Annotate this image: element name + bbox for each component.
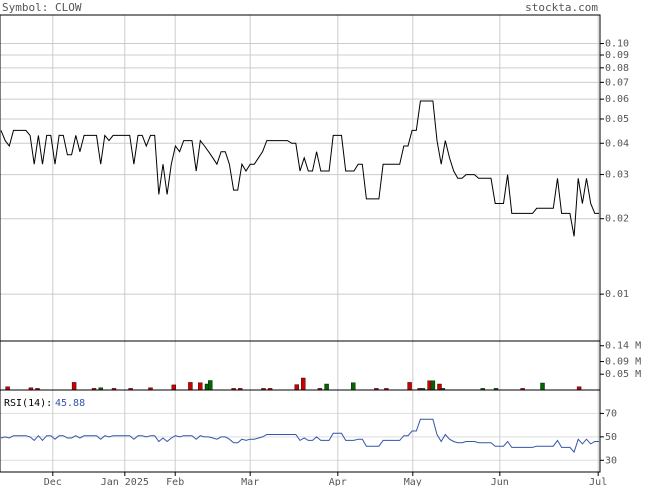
rsi-tick-label: 50 bbox=[605, 432, 617, 443]
x-tick-label: Apr bbox=[329, 477, 347, 486]
volume-bar bbox=[71, 382, 77, 391]
volume-bar bbox=[430, 380, 436, 391]
x-tick-label: Jan 2025 bbox=[101, 477, 149, 486]
price-line bbox=[0, 100, 599, 237]
x-tick-label: May bbox=[404, 477, 422, 486]
price-panel-frame bbox=[0, 14, 601, 342]
volume-tick-label: 0.14 M bbox=[605, 341, 641, 352]
price-tick-label: 0.05 bbox=[605, 114, 629, 125]
volume-tick-label: 0.09 M bbox=[605, 357, 641, 368]
volume-grid bbox=[52, 341, 599, 390]
volume-tick-label: 0.05 M bbox=[605, 369, 641, 380]
rsi-label: RSI(14): bbox=[4, 398, 52, 409]
volume-bar bbox=[351, 382, 356, 391]
rsi-panel-frame bbox=[0, 389, 601, 473]
volume-panel-frame bbox=[0, 340, 601, 391]
price-tick-label: 0.06 bbox=[605, 94, 629, 105]
price-tick-label: 0.10 bbox=[605, 39, 629, 50]
brand-label: stockta.com bbox=[525, 1, 598, 14]
rsi-tick-label: 70 bbox=[605, 408, 617, 419]
volume-bar bbox=[208, 380, 213, 391]
volume-bars bbox=[5, 377, 582, 391]
price-tick-label: 0.09 bbox=[605, 50, 629, 61]
x-tick-label: Mar bbox=[241, 477, 259, 486]
volume-bar bbox=[171, 384, 177, 391]
volume-bar bbox=[407, 382, 412, 391]
price-grid bbox=[0, 15, 600, 341]
price-tick-label: 0.07 bbox=[605, 77, 629, 88]
x-tick-label: Jul bbox=[589, 477, 607, 486]
price-tick-label: 0.03 bbox=[605, 170, 629, 181]
volume-bar bbox=[540, 382, 545, 391]
rsi-line bbox=[0, 418, 599, 454]
volume-bar bbox=[294, 384, 299, 391]
price-tick-label: 0.02 bbox=[605, 214, 629, 225]
price-tick-label: 0.04 bbox=[605, 138, 629, 149]
volume-bar bbox=[188, 382, 193, 391]
symbol-label: Symbol: CLOW bbox=[2, 1, 82, 14]
x-tick-label: Jun bbox=[491, 477, 509, 486]
volume-bar bbox=[301, 377, 306, 391]
rsi-axis: 70 50 30 bbox=[600, 408, 617, 466]
x-tick-label: Dec bbox=[44, 477, 62, 486]
volume-bar bbox=[198, 382, 203, 391]
x-tick-label: Feb bbox=[166, 477, 184, 486]
price-tick-label: 0.01 bbox=[605, 289, 629, 300]
x-axis: Dec Jan 2025 Feb Mar Apr May Jun Jul bbox=[44, 472, 607, 486]
volume-bar bbox=[324, 383, 329, 391]
rsi-tick-label: 30 bbox=[605, 455, 617, 466]
volume-axis: 0.14 M 0.09 M0.05 M bbox=[600, 341, 641, 380]
price-tick-label: 0.08 bbox=[605, 63, 629, 74]
rsi-grid bbox=[0, 390, 600, 472]
price-axis: 0.100.09 0.08 0.07 0.06 0.05 0.04 0.03 0.02 0.01 bbox=[600, 39, 629, 300]
rsi-value: 45.88 bbox=[55, 398, 85, 409]
